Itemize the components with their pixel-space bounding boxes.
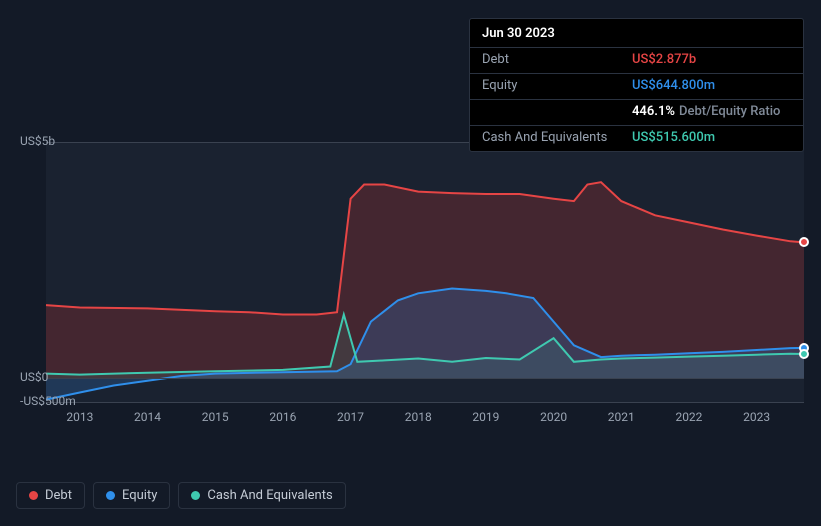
legend-label: Debt bbox=[45, 488, 72, 503]
x-axis-tick-label: 2021 bbox=[608, 410, 635, 424]
legend-item-equity[interactable]: Equity bbox=[93, 482, 170, 509]
legend-dot-icon bbox=[106, 491, 115, 500]
series-marker-debt bbox=[799, 237, 809, 247]
tooltip-ratio-pct: 446.1% bbox=[632, 104, 675, 121]
tooltip-label: Equity bbox=[482, 78, 632, 95]
tooltip-value: US$2.877b bbox=[632, 52, 696, 69]
x-axis-tick-label: 2015 bbox=[202, 410, 229, 424]
gridline bbox=[46, 378, 804, 379]
x-axis-labels: 2013 2014 2015 2016 2017 2018 2019 2020 2021 2022… bbox=[46, 410, 804, 428]
y-axis-tick-label: US$0 bbox=[20, 370, 48, 384]
x-axis-tick-label: 2016 bbox=[269, 410, 296, 424]
legend-label: Cash And Equivalents bbox=[207, 488, 332, 503]
tooltip-label: Cash And Equivalents bbox=[482, 130, 632, 147]
chart-plot-area[interactable] bbox=[46, 142, 804, 402]
legend-dot-icon bbox=[191, 491, 200, 500]
x-axis-tick-label: 2023 bbox=[743, 410, 770, 424]
chart-legend: Debt Equity Cash And Equivalents bbox=[16, 482, 346, 509]
y-axis-tick-label: -US$500m bbox=[20, 394, 76, 408]
tooltip-label: Debt bbox=[482, 52, 632, 69]
chart-container: 2013 2014 2015 2016 2017 2018 2019 2020 2021 2022… bbox=[16, 120, 804, 460]
legend-dot-icon bbox=[29, 491, 38, 500]
gridline bbox=[46, 402, 804, 403]
tooltip-row-debt: Debt US$2.877b bbox=[470, 47, 803, 73]
x-axis-tick-label: 2020 bbox=[540, 410, 567, 424]
x-axis-tick-label: 2018 bbox=[405, 410, 432, 424]
series-marker-cash bbox=[799, 349, 809, 359]
tooltip-value: US$515.600m bbox=[632, 130, 715, 147]
x-axis-tick-label: 2014 bbox=[134, 410, 161, 424]
x-axis-tick-label: 2017 bbox=[337, 410, 364, 424]
chart-svg bbox=[46, 142, 804, 402]
legend-item-cash[interactable]: Cash And Equivalents bbox=[178, 482, 345, 509]
tooltip-value: US$644.800m bbox=[632, 78, 715, 95]
x-axis-tick-label: 2013 bbox=[66, 410, 93, 424]
legend-item-debt[interactable]: Debt bbox=[16, 482, 85, 509]
tooltip-ratio-text: Debt/Equity Ratio bbox=[679, 104, 780, 121]
tooltip-row-ratio: 446.1% Debt/Equity Ratio bbox=[470, 99, 803, 125]
tooltip-row-cash: Cash And Equivalents US$515.600m bbox=[470, 125, 803, 151]
x-axis-tick-label: 2022 bbox=[675, 410, 702, 424]
y-axis-tick-label: US$5b bbox=[20, 134, 55, 148]
tooltip-date: Jun 30 2023 bbox=[470, 19, 803, 47]
legend-label: Equity bbox=[122, 488, 157, 503]
x-axis-tick-label: 2019 bbox=[472, 410, 499, 424]
hover-tooltip: Jun 30 2023 Debt US$2.877b Equity US$644… bbox=[469, 18, 804, 152]
tooltip-row-equity: Equity US$644.800m bbox=[470, 73, 803, 99]
tooltip-label bbox=[482, 104, 632, 121]
